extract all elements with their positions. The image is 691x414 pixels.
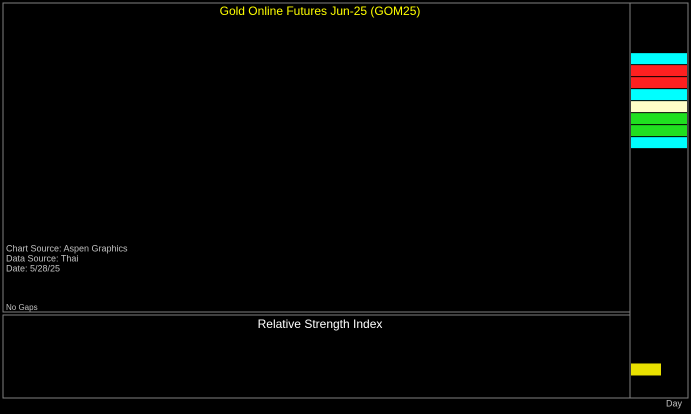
level-label-bg (631, 89, 687, 101)
rsi-value-bg (631, 363, 661, 376)
level-label-bg (631, 125, 687, 137)
labels (631, 53, 687, 376)
level-label-bg (631, 137, 687, 149)
axis-panel (629, 2, 689, 399)
footnote: No Gaps (6, 303, 38, 312)
x-unit: Day (666, 398, 683, 408)
chart-title: Gold Online Futures Jun-25 (GOM25) (220, 4, 421, 18)
level-label-bg (631, 65, 687, 77)
annotation: Chart Source: Aspen Graphics (6, 243, 128, 253)
level-label-bg (631, 77, 687, 89)
level-label-bg (631, 101, 687, 113)
level-label-bg (631, 53, 687, 65)
level-label-bg (631, 113, 687, 125)
annotation: Date: 5/28/25 (6, 263, 60, 273)
rsi-title: Relative Strength Index (258, 317, 383, 331)
annotation: Data Source: Thai (6, 253, 78, 263)
